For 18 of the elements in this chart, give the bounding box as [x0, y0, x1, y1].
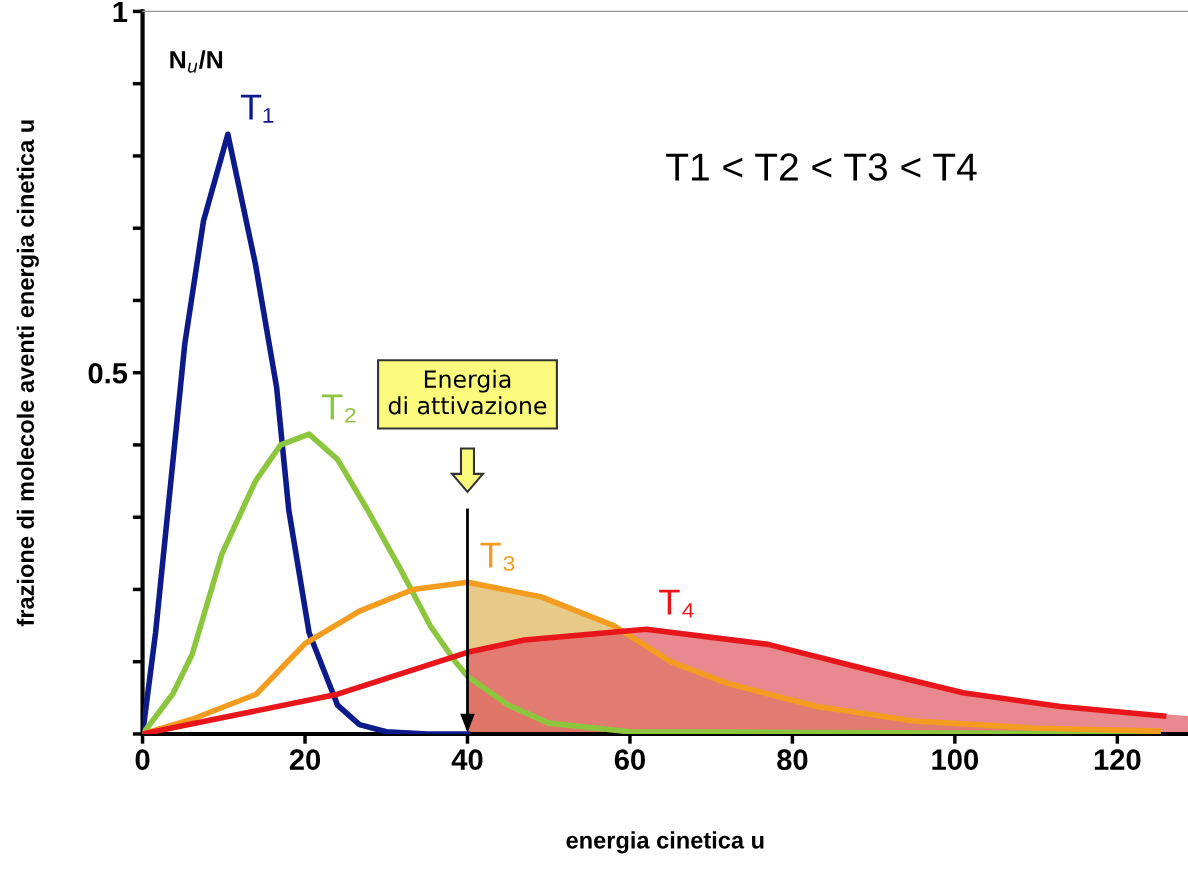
x-tick-label: 20 [289, 749, 321, 770]
x-axis-title: energia cinetica u [566, 831, 764, 854]
y-tick-label: 1 [113, 1, 128, 22]
y-tick-label: 0.5 [88, 362, 128, 384]
series-label: T₃ [480, 542, 515, 571]
y-axis-title: frazione di molecole aventi energia cinetica u [16, 120, 39, 627]
x-tick-label: 0 [135, 749, 150, 770]
series-label: T₄ [659, 589, 694, 618]
x-tick-label: 40 [451, 749, 483, 770]
x-tick-label: 100 [932, 749, 979, 770]
annotation: N$_{u}$/N [170, 50, 223, 73]
x-tick-label: 60 [614, 749, 645, 770]
x-tick-label: 80 [777, 749, 808, 770]
series-label: T₁ [240, 94, 274, 123]
annotation: T1 < T2 < T3 < T4 [666, 153, 977, 181]
x-tick-label: 120 [1094, 749, 1141, 770]
ref-line-label: Energia di attivazione [388, 369, 547, 415]
series-label: T₂ [322, 394, 356, 423]
